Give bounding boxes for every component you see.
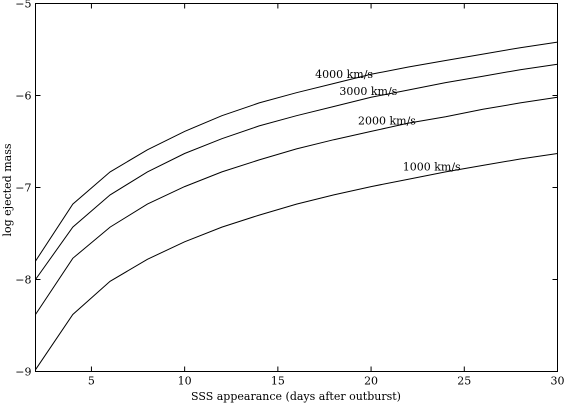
x-tick-label: 15 [271, 375, 285, 388]
series-label: 2000 km/s [358, 114, 416, 127]
x-tick-label: 30 [551, 375, 564, 388]
x-tick-label: 25 [457, 375, 471, 388]
x-axis-label: SSS appearance (days after outburst) [191, 390, 401, 403]
x-tick-label: 5 [88, 375, 95, 388]
series-line [35, 96, 558, 315]
y-tick-label: −5 [15, 0, 31, 11]
y-tick-label: −6 [15, 90, 31, 103]
tick-labels-layer: 5 10 15 20 25 30 −9 −8 −7 −6 −5 [15, 0, 564, 388]
x-tick-label: 10 [178, 375, 192, 388]
series-line [35, 41, 558, 262]
x-tick-label: 20 [364, 375, 378, 388]
series-line [35, 63, 558, 280]
series-label: 1000 km/s [403, 160, 461, 173]
y-tick-label: −7 [15, 182, 31, 195]
y-tick-label: −8 [15, 274, 31, 287]
ticks-layer [35, 3, 558, 372]
series-line [35, 153, 558, 370]
plot-frame [35, 3, 558, 372]
y-tick-label: −9 [15, 366, 31, 379]
series-labels-layer: 4000 km/s 3000 km/s 2000 km/s 1000 km/s [315, 68, 461, 173]
series-layer [35, 41, 558, 370]
series-label: 3000 km/s [339, 85, 397, 98]
series-label: 4000 km/s [315, 68, 373, 81]
y-axis-label: log ejected mass [1, 143, 14, 236]
